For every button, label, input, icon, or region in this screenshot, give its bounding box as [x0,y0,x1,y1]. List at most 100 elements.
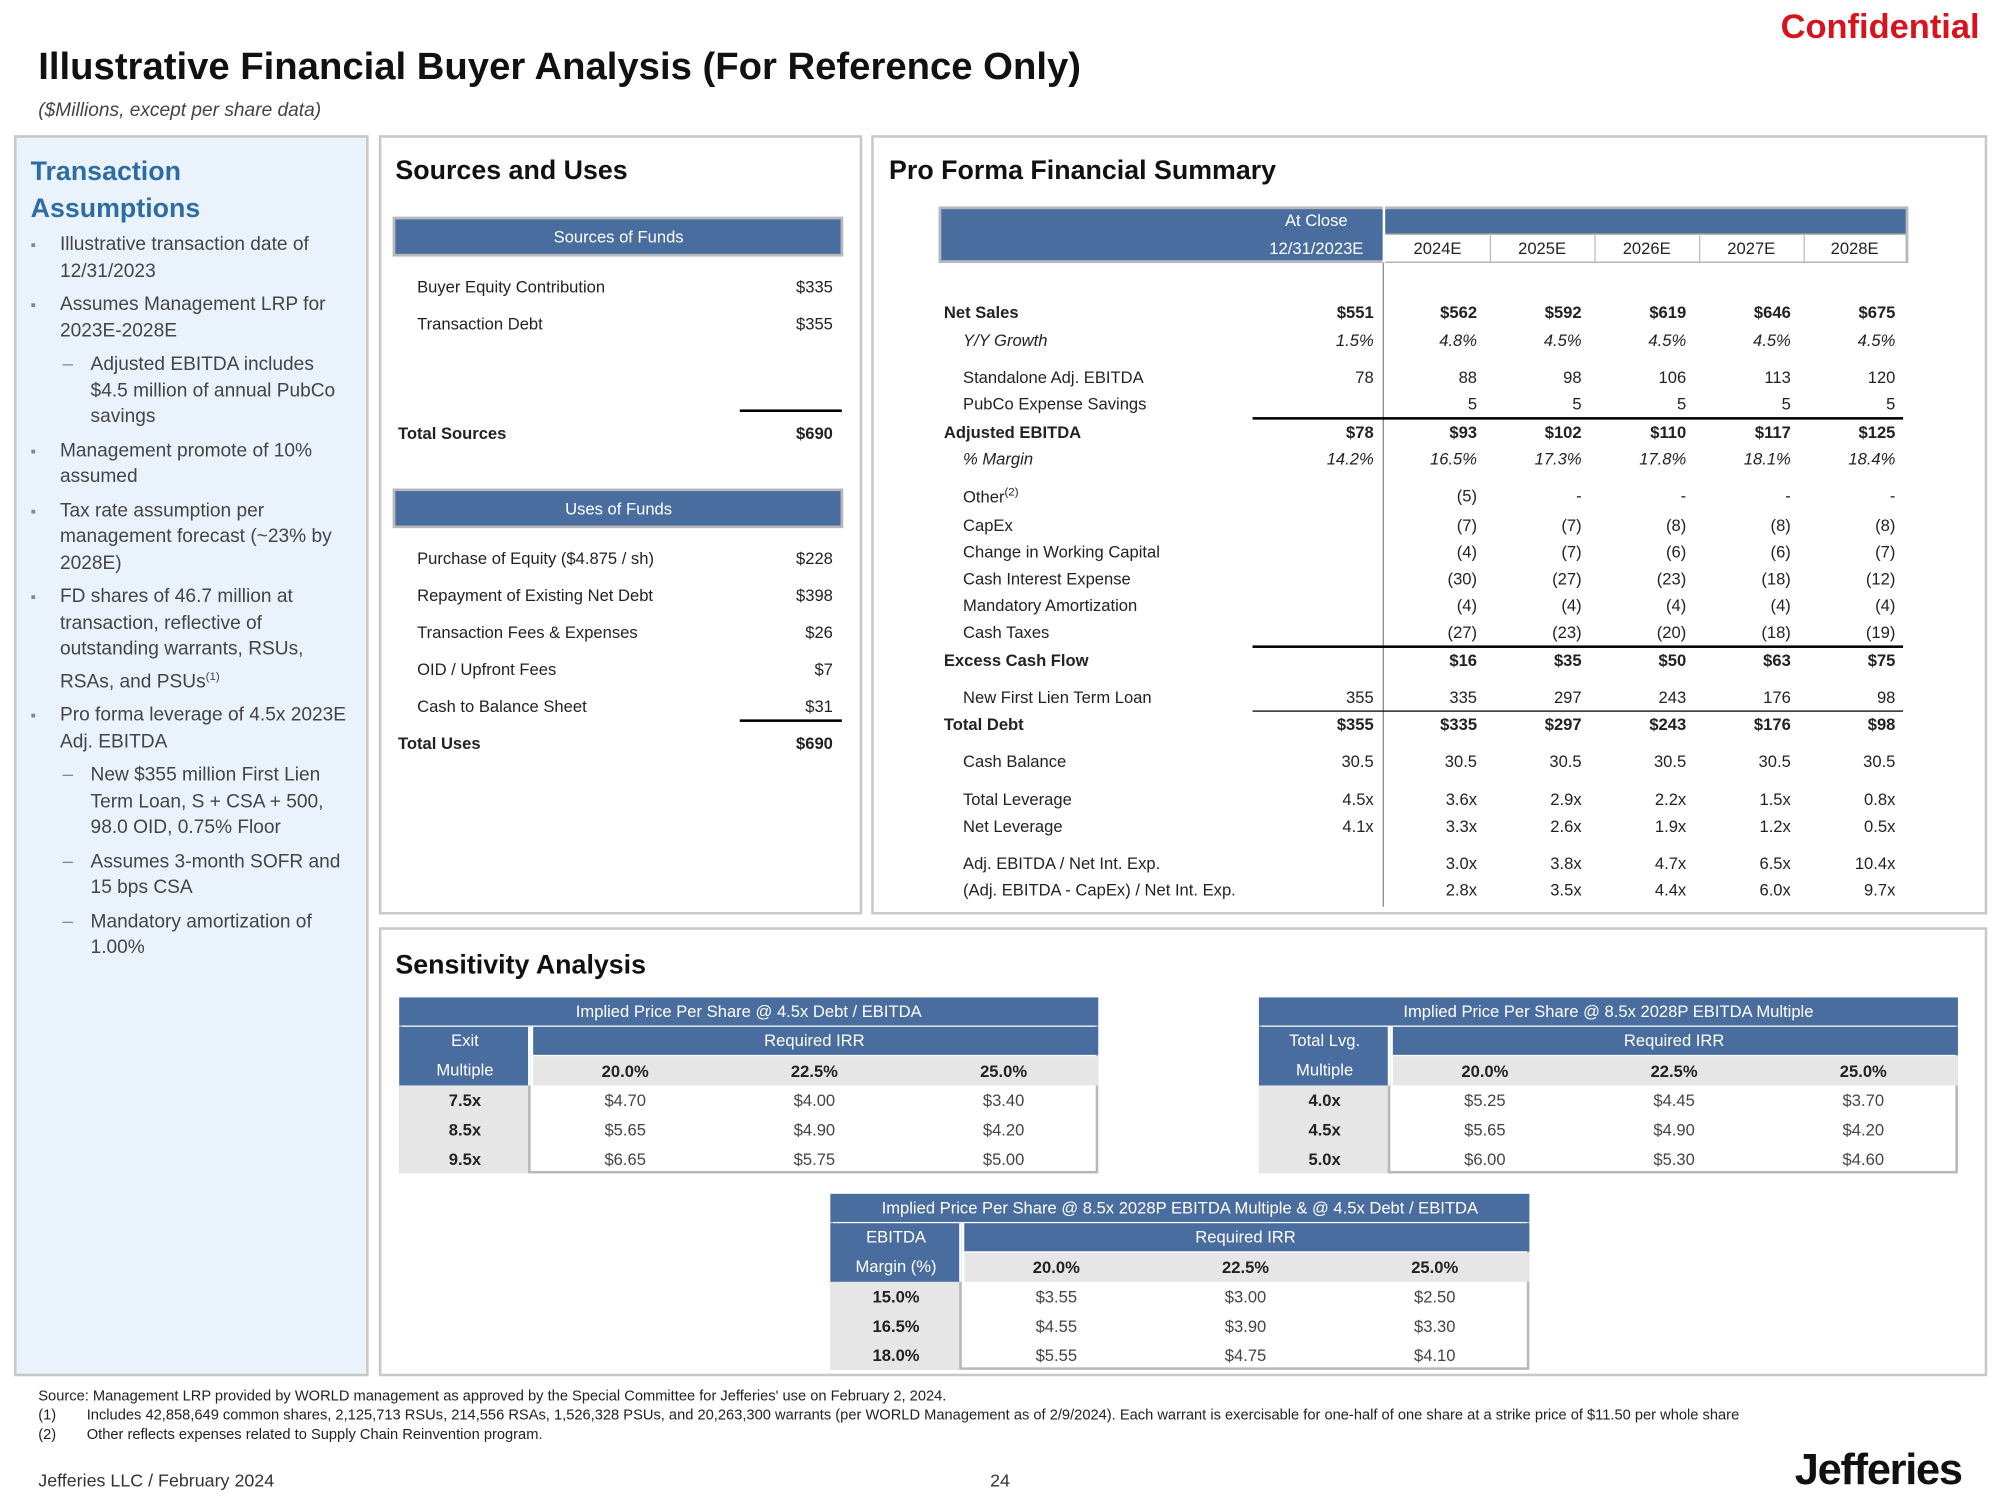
cell-value: 5 [1781,394,1791,414]
cell-value: $102 [1544,422,1582,442]
cell-value: 1.9x [1654,816,1687,836]
cell-value: $5.55 [1035,1345,1078,1366]
row-label-text: Net Sales [943,302,1019,322]
year-cell [1803,233,1909,262]
panel-title: Sources and Uses [395,156,628,186]
assumption-item: Management promote of 10% assumed [31,438,352,490]
cell-value: (8) [1875,515,1896,535]
logo: Jefferies [1794,1445,1963,1495]
col-header-label: Required IRR [764,1030,865,1051]
cell-value: (8) [1770,515,1791,535]
cell-value: 3.8x [1550,853,1582,873]
use-value: $7 [814,659,833,679]
cell-value: 30.5 [1444,751,1478,771]
total-label: Total Sources [397,423,507,443]
cell-value: 2.9x [1550,789,1582,809]
cell-value: (7) [1456,515,1478,535]
cell-value: 120 [1867,367,1896,387]
year-cell [1489,233,1595,262]
row-label: 7.5x [448,1090,482,1110]
cell-value: 9.7x [1864,880,1896,900]
row-label-text: Excess Cash Flow [943,650,1089,670]
row-header-label: Multiple [1296,1060,1354,1080]
footnote-text: Other reflects expenses related to Suppl… [86,1427,543,1443]
cell-value: 4.7x [1654,853,1687,873]
row-label-text: Other [963,487,1005,507]
confidential-label: Confidential [1780,7,1980,46]
assumption-text: FD shares of 46.7 million at transaction… [59,585,304,692]
cell-value: (6) [1770,542,1791,562]
col-label: 22.5% [1650,1061,1698,1081]
cell-value: (4) [1456,595,1478,616]
total-label: Total Uses [397,733,481,753]
row-label: 4.0x [1308,1090,1341,1110]
cell-value: (5) [1456,486,1478,506]
assumption-item: Tax rate assumption per management forec… [31,498,352,576]
row-label: 15.0% [872,1287,920,1307]
total-value: $690 [796,423,833,443]
cell-value: $5.65 [604,1120,646,1140]
row-label-text: Total Leverage [963,789,1072,809]
footnote: (2) Other reflects expenses related to Su… [38,1426,1824,1445]
cell-value: 3.6x [1445,789,1478,809]
row-label-text: Change in Working Capital [963,542,1160,562]
cell-value: 4.8% [1439,330,1478,350]
cell-value: - [1680,486,1687,506]
cell-value: - [1785,486,1791,506]
rule [739,409,842,412]
section-header-label: Uses of Funds [565,498,673,519]
cell-value: 106 [1658,367,1687,387]
cell-value: 4.5% [1543,330,1582,350]
use-label: OID / Upfront Fees [417,659,557,679]
row-header-cell [1258,1026,1391,1086]
panel-title: Sensitivity Analysis [395,950,647,981]
cell-value: $5.00 [982,1149,1025,1169]
cell-value: $4.20 [1842,1120,1885,1140]
cell-value: 5 [1886,394,1896,414]
row-label-text: Adj. EBITDA / Net Int. Exp. [963,853,1161,873]
source-note: Source: Management LRP provided by WORLD… [38,1389,947,1405]
row-label: 8.5x [448,1120,482,1140]
cell-value: $3.70 [1842,1090,1885,1110]
assumption-text: Illustrative transaction date of 12/31/2… [59,233,309,282]
cell-value: $35 [1553,650,1582,670]
row-header-cell [830,1223,962,1282]
cell-value: 2.2x [1654,789,1687,809]
row-label-text: Cash Interest Expense [963,569,1131,589]
row-header-label: Exit [451,1030,479,1051]
cell-value: 2.6x [1550,816,1582,836]
assumption-text: Tax rate assumption per management forec… [59,499,332,574]
row-label: Standalone Adj. EBITDA [963,368,1144,388]
row-label: 18.0% [872,1345,920,1366]
use-label: Purchase of Equity ($4.875 / sh) [417,548,654,568]
cell-value: $355 [1336,714,1374,734]
use-value: $31 [805,696,833,716]
column-divider [1382,206,1386,263]
cell-value: (27) [1447,622,1478,642]
page-subtitle: ($Millions, except per share data) [38,99,322,122]
row-label: PubCo Expense Savings [963,394,1146,414]
rule [739,719,842,722]
cell-value: 335 [1449,687,1478,707]
cell-value: $4.70 [604,1090,646,1110]
cell-value: $4.00 [793,1090,836,1110]
row-label: Net Sales [944,303,1019,323]
row-label-text: Adjusted EBITDA [943,422,1082,442]
use-value: $26 [805,622,833,642]
cell-value: 30.5 [1863,751,1896,771]
row-header-label: Total Lvg. [1289,1030,1361,1051]
row-label: Change in Working Capital [963,542,1160,562]
assumption-subitem: Mandatory amortization of 1.00% [31,909,352,961]
cell-value: 88 [1458,367,1478,387]
rule [1252,645,1904,648]
row-label: Cash Taxes [963,623,1049,643]
row-label: 4.5x [1308,1120,1341,1140]
at-close-label: At Close [1284,210,1348,230]
cell-value: 78 [1355,367,1374,387]
cell-value: 98 [1876,687,1896,707]
row-label-text: (Adj. EBITDA - CapEx) / Net Int. Exp. [963,880,1236,900]
column-separator [1382,262,1384,907]
cell-value: 5 [1676,394,1687,414]
cell-value: (30) [1447,569,1478,589]
row-label: CapEx [963,516,1013,536]
